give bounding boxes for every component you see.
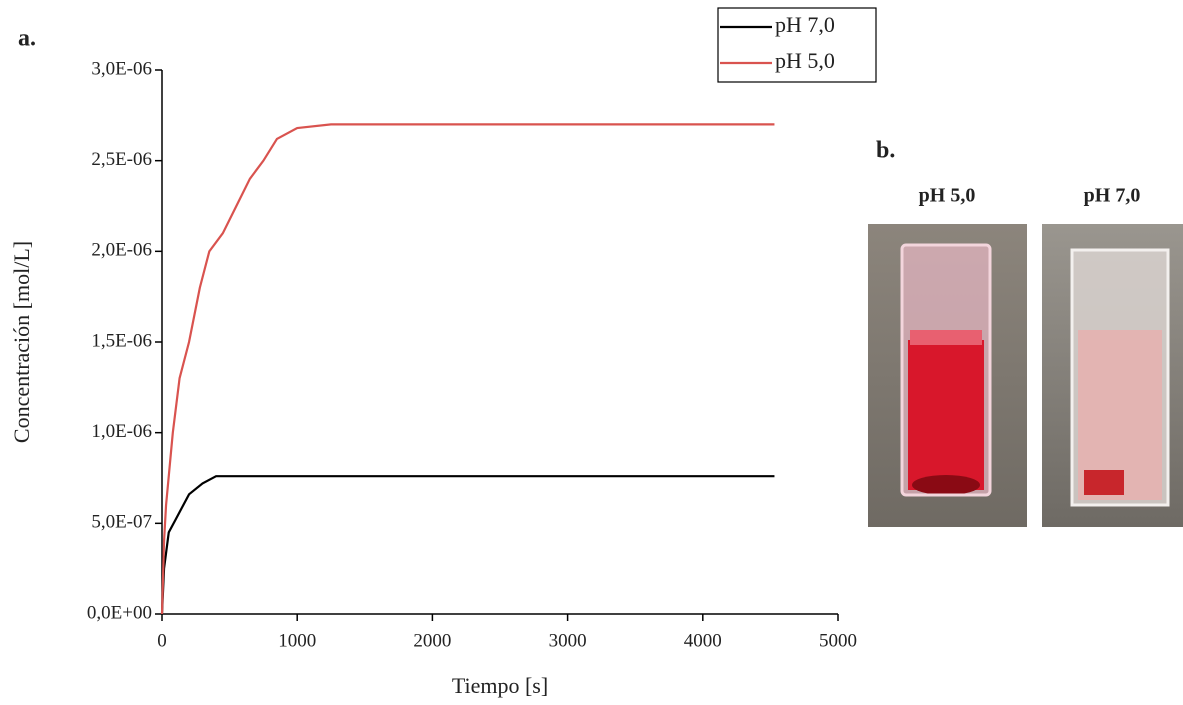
x-tick-label: 5000 xyxy=(819,630,857,651)
x-tick-label: 0 xyxy=(157,630,167,651)
panel-label: a. xyxy=(18,26,36,52)
y-tick-label: 5,0E-07 xyxy=(91,512,152,533)
photo-label: pH 5,0 xyxy=(919,185,976,207)
y-tick-label: 3,0E-06 xyxy=(91,58,152,79)
x-tick-label: 2000 xyxy=(413,630,451,651)
photo-label: pH 7,0 xyxy=(1084,185,1141,207)
legend-box xyxy=(717,7,877,83)
y-tick-label: 2,5E-06 xyxy=(91,149,152,170)
x-tick-label: 1000 xyxy=(278,630,316,651)
y-tick-label: 2,0E-06 xyxy=(91,240,152,261)
y-tick-label: 0,0E+00 xyxy=(87,602,152,623)
y-axis-label: Concentración [mol/L] xyxy=(9,241,34,443)
line xyxy=(160,123,775,615)
x-axis-label: Tiempo [s] xyxy=(452,673,548,698)
y-tick-label: 1,5E-06 xyxy=(91,330,152,351)
x-tick-label: 3000 xyxy=(549,630,587,651)
y-tick-label: 1,0E-06 xyxy=(91,421,152,442)
photo xyxy=(868,224,1027,527)
photo xyxy=(1042,224,1183,527)
legend-label: pH 7,0 xyxy=(775,12,835,37)
x-tick-label: 4000 xyxy=(684,630,722,651)
legend-label: pH 5,0 xyxy=(775,48,835,73)
line xyxy=(160,475,775,615)
panel-label: b. xyxy=(876,138,895,164)
